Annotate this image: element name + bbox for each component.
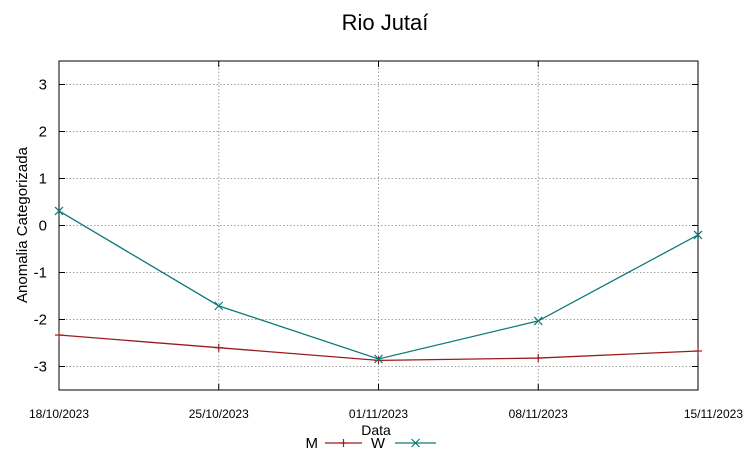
data-point-w xyxy=(54,206,64,216)
grid xyxy=(58,61,699,390)
x-tick-label: 25/10/2023 xyxy=(189,407,249,421)
y-tick-label: -1 xyxy=(34,265,47,282)
data-point-w xyxy=(693,230,703,240)
y-tick-label: 3 xyxy=(39,77,47,94)
series xyxy=(54,206,703,365)
legend-marker-m xyxy=(339,439,348,447)
x-tick-label: 01/11/2023 xyxy=(349,407,408,421)
x-tick-label: 15/11/2023 xyxy=(684,407,743,421)
y-tick-label: 0 xyxy=(39,218,47,235)
axis-ticks: 3 2 1 0 -1 -2 -3 18/10/2023 25/10/2023 01/11/2023… xyxy=(29,61,743,421)
series-w xyxy=(54,206,703,364)
legend-label-w: W xyxy=(371,435,386,452)
legend-marker-w xyxy=(411,438,420,448)
legend-label-m: M xyxy=(306,435,319,452)
x-axis-label: Data xyxy=(361,422,391,438)
data-point-w xyxy=(214,301,224,311)
data-point-m xyxy=(374,356,383,365)
y-tick-label: 2 xyxy=(39,124,47,141)
y-axis-label: Anomalia Categorizada xyxy=(14,146,31,303)
data-point-w xyxy=(374,354,383,364)
chart-title: Rio Jutaí xyxy=(342,10,429,35)
x-tick-label: 08/11/2023 xyxy=(509,407,568,421)
series-m xyxy=(55,331,702,365)
y-tick-label: 1 xyxy=(39,171,47,188)
data-point-m xyxy=(55,331,63,340)
data-point-m xyxy=(534,354,543,363)
y-tick-label: -2 xyxy=(34,312,47,329)
y-tick-label: -3 xyxy=(34,359,47,376)
data-point-m xyxy=(214,343,223,352)
x-tick-label: 18/10/2023 xyxy=(29,407,89,421)
data-point-m xyxy=(694,346,702,355)
data-point-w xyxy=(533,316,543,326)
